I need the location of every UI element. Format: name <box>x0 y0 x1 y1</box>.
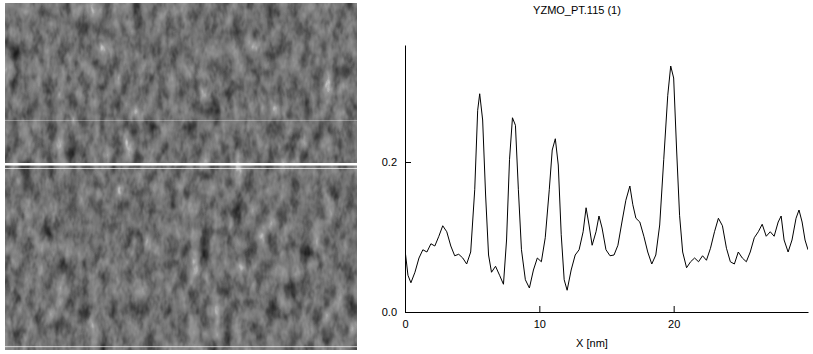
tick: 20 <box>668 306 680 330</box>
stm-texture <box>5 3 357 350</box>
scan-line <box>5 163 357 166</box>
stm-image <box>5 3 357 350</box>
tick: 10 <box>534 306 546 330</box>
tick-mark <box>405 312 411 313</box>
tick-label: 10 <box>534 318 546 330</box>
profile-line <box>405 66 808 290</box>
plot-area <box>405 66 808 290</box>
tick-label: 20 <box>668 318 680 330</box>
tick: 0.0 <box>382 306 411 318</box>
tick-label: 0.2 <box>382 156 397 168</box>
tick-mark <box>405 162 411 163</box>
y-axis: 0.0 0.2 <box>382 46 411 319</box>
scan-line <box>5 168 357 169</box>
axis-line <box>406 312 809 313</box>
axis-line <box>405 46 406 313</box>
tick-label: 0 <box>402 318 408 330</box>
tick-mark <box>539 306 540 312</box>
tick-mark <box>674 306 675 312</box>
tick: 0.2 <box>382 156 411 168</box>
scan-line <box>5 346 357 347</box>
x-axis-title: X [nm] <box>576 337 608 349</box>
scan-line <box>5 120 357 122</box>
figure: 0 10 20 0.0 0.2 YZMO_PT.115 (1) X [nm] <box>0 0 813 354</box>
tick-label: 0.0 <box>382 306 397 318</box>
x-axis: 0 10 20 <box>402 306 808 330</box>
title: YZMO_PT.115 (1) <box>533 4 621 16</box>
